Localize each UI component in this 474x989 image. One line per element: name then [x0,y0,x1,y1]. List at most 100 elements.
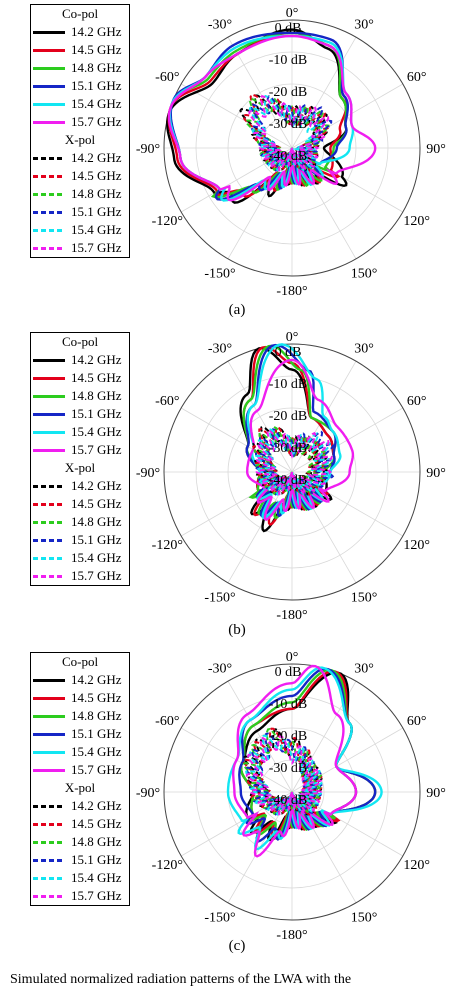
legend-item: 15.4 GHz [31,221,129,239]
legend-line-swatch [33,449,65,452]
legend-label: 14.8 GHz [71,708,122,723]
legend-line-swatch [33,85,65,88]
legend-line-swatch [33,841,65,844]
legend-label: 15.4 GHz [71,870,122,885]
legend-line-swatch [33,895,65,898]
outer-circle [163,663,421,921]
grid-spoke [227,360,293,473]
panel-caption: (a) [228,302,246,318]
legend-item: 14.5 GHz [31,167,129,185]
copol-15-7-ghz-trace [167,34,377,202]
legend-item: 15.1 GHz [31,725,129,743]
radial-tick-label: -30 dB [269,441,308,456]
legend-line-swatch [33,157,65,160]
legend-label: 15.4 GHz [71,96,122,111]
grid-spoke [180,407,293,473]
legend-label: 14.8 GHz [71,388,122,403]
legend-line-swatch [33,31,65,34]
angle-tick-label: 120° [403,858,430,873]
angle-tick-label: -120° [152,858,183,873]
xpol-14-8-ghz-trace [245,96,330,172]
legend-line-swatch [33,359,65,362]
legend-label: 14.5 GHz [71,690,122,705]
legend-item: 15.4 GHz [31,743,129,761]
legend-label: 15.7 GHz [71,568,122,583]
xpol-15-7-ghz-trace [245,735,323,816]
xpol-15-1-ghz-trace [249,95,333,172]
legend-line-swatch [33,503,65,506]
figure-caption-fragment: Simulated normalized radiation patterns … [10,972,352,987]
radial-tick-label: -10 dB [269,377,308,392]
legend-label: 14.2 GHz [71,478,122,493]
legend-line-swatch [33,175,65,178]
legend: Co-pol 14.2 GHz 14.5 GHz 14.8 GHz 15.1 GHz 15… [30,652,130,906]
legend-line-swatch [33,859,65,862]
outer-circle [163,343,421,601]
legend-label: 14.5 GHz [71,370,122,385]
legend-label: 15.7 GHz [71,114,122,129]
legend-line-swatch [33,413,65,416]
angle-tick-label: 60° [407,714,427,729]
legend-item: 14.2 GHz [31,149,129,167]
radial-tick-label: 0 dB [275,345,302,360]
legend-line-swatch [33,193,65,196]
radial-tick-label: -10 dB [269,53,308,68]
legend-item: 14.2 GHz [31,23,129,41]
copol-15-7-ghz-trace [232,664,358,858]
legend-item: 15.1 GHz [31,77,129,95]
legend-item: 14.8 GHz [31,59,129,77]
grid-spoke [180,83,293,149]
angle-tick-label: -180° [276,928,307,943]
legend-label: 14.2 GHz [71,798,122,813]
angle-tick-label: 0° [286,650,299,665]
angle-tick-label: -90° [136,142,160,157]
legend-item: 15.4 GHz [31,95,129,113]
angle-tick-label: -120° [152,214,183,229]
legend-label: 14.2 GHz [71,352,122,367]
legend-header: Co-pol [61,6,99,21]
angle-tick-label: 30° [354,341,374,356]
legend-item: 14.8 GHz [31,707,129,725]
angle-tick-label: -90° [136,786,160,801]
legend-label: 15.1 GHz [71,406,122,421]
legend-label: 15.7 GHz [71,442,122,457]
legend-label: 15.1 GHz [71,78,122,93]
angle-tick-label: 90° [426,142,446,157]
radial-tick-label: -20 dB [269,409,308,424]
angle-tick-label: -30° [208,17,232,32]
legend-label: 14.5 GHz [71,496,122,511]
legend-item: 15.7 GHz [31,761,129,779]
legend-line-swatch [33,823,65,826]
legend-label: 14.2 GHz [71,672,122,687]
radial-tick-label: 0 dB [275,665,302,680]
xpol-15-7-ghz-trace [254,429,333,496]
legend-header: X-pol [64,780,96,795]
grid-spoke [227,36,293,149]
legend-line-swatch [33,575,65,578]
legend-item: 15.7 GHz [31,441,129,459]
legend-item: 14.5 GHz [31,369,129,387]
legend-label: 15.1 GHz [71,204,122,219]
legend-line-swatch [33,67,65,70]
legend-label: 15.4 GHz [71,424,122,439]
angle-tick-label: 60° [407,394,427,409]
legend-item: 15.7 GHz [31,887,129,905]
legend: Co-pol 14.2 GHz 14.5 GHz 14.8 GHz 15.1 GHz 15… [30,4,130,258]
legend-line-swatch [33,247,65,250]
angle-tick-label: -90° [136,466,160,481]
legend-item: 14.5 GHz [31,495,129,513]
legend-line-swatch [33,229,65,232]
legend-label: 15.7 GHz [71,888,122,903]
legend-line-swatch [33,521,65,524]
xpol-14-8-ghz-trace [253,426,329,496]
legend-line-swatch [33,211,65,214]
legend: Co-pol 14.2 GHz 14.5 GHz 14.8 GHz 15.1 GHz 15… [30,332,130,586]
angle-tick-label: -150° [204,591,235,606]
legend-label: 14.5 GHz [71,816,122,831]
radial-tick-label: -40 dB [269,473,308,488]
legend-item: 15.4 GHz [31,549,129,567]
